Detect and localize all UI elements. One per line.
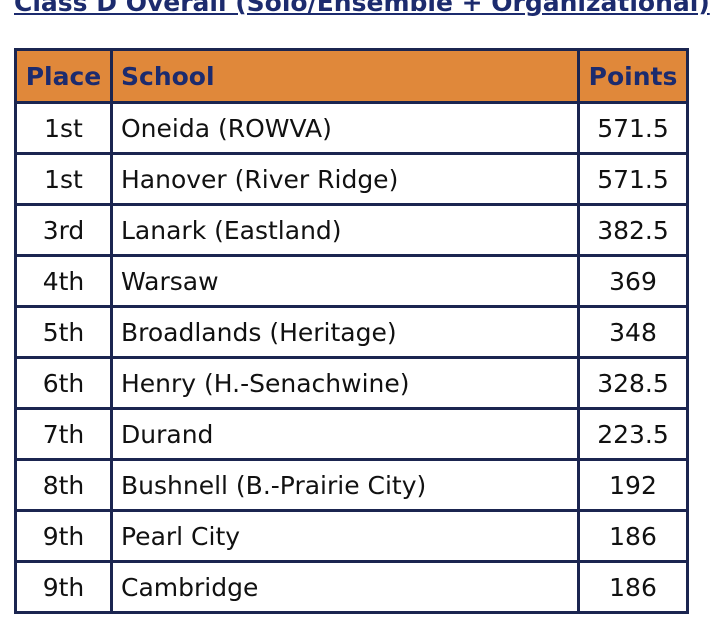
points-cell: 186 — [577, 509, 689, 563]
place-cell: 5th — [14, 305, 113, 359]
points-cell: 223.5 — [577, 407, 689, 461]
column-header: Place — [14, 48, 113, 104]
school-cell: Henry (H.-Senachwine) — [110, 356, 580, 410]
table-row: 1st Oneida (ROWVA) 571.5 — [14, 101, 689, 155]
school-cell: Hanover (River Ridge) — [110, 152, 580, 206]
column-header: School — [110, 48, 580, 104]
school-cell: Lanark (Eastland) — [110, 203, 580, 257]
points-cell: 369 — [577, 254, 689, 308]
school-cell: Cambridge — [110, 560, 580, 614]
school-cell: Oneida (ROWVA) — [110, 101, 580, 155]
points-cell: 328.5 — [577, 356, 689, 410]
header-row: Place School Points — [14, 48, 689, 104]
place-cell: 1st — [14, 152, 113, 206]
table-row: 1st Hanover (River Ridge) 571.5 — [14, 152, 689, 206]
school-cell: Bushnell (B.-Prairie City) — [110, 458, 580, 512]
points-cell: 186 — [577, 560, 689, 614]
points-cell: 382.5 — [577, 203, 689, 257]
points-cell: 571.5 — [577, 152, 689, 206]
points-cell: 348 — [577, 305, 689, 359]
place-cell: 1st — [14, 101, 113, 155]
results-table: Place School Points 1st Oneida (ROWVA) 571.5… — [14, 48, 689, 614]
place-cell: 7th — [14, 407, 113, 461]
points-cell: 192 — [577, 458, 689, 512]
table-row: 9th Cambridge 186 — [14, 560, 689, 614]
school-cell: Pearl City — [110, 509, 580, 563]
school-cell: Durand — [110, 407, 580, 461]
school-cell: Warsaw — [110, 254, 580, 308]
table-row: 4th Warsaw 369 — [14, 254, 689, 308]
table-row: 5th Broadlands (Heritage) 348 — [14, 305, 689, 359]
place-cell: 9th — [14, 560, 113, 614]
table-row: 7th Durand 223.5 — [14, 407, 689, 461]
column-header: Points — [577, 48, 689, 104]
table-row: 8th Bushnell (B.-Prairie City) 192 — [14, 458, 689, 512]
place-cell: 6th — [14, 356, 113, 410]
points-cell: 571.5 — [577, 101, 689, 155]
table-row: 6th Henry (H.-Senachwine) 328.5 — [14, 356, 689, 410]
table-row: 3rd Lanark (Eastland) 382.5 — [14, 203, 689, 257]
table-row: 9th Pearl City 186 — [14, 509, 689, 563]
place-cell: 4th — [14, 254, 113, 308]
table-body: 1st Oneida (ROWVA) 571.5 1st Hanover (River … — [14, 101, 689, 614]
school-cell: Broadlands (Heritage) — [110, 305, 580, 359]
page-title: Class D Overall (Solo/Ensemble + Organiz… — [14, 0, 710, 17]
place-cell: 9th — [14, 509, 113, 563]
place-cell: 3rd — [14, 203, 113, 257]
place-cell: 8th — [14, 458, 113, 512]
